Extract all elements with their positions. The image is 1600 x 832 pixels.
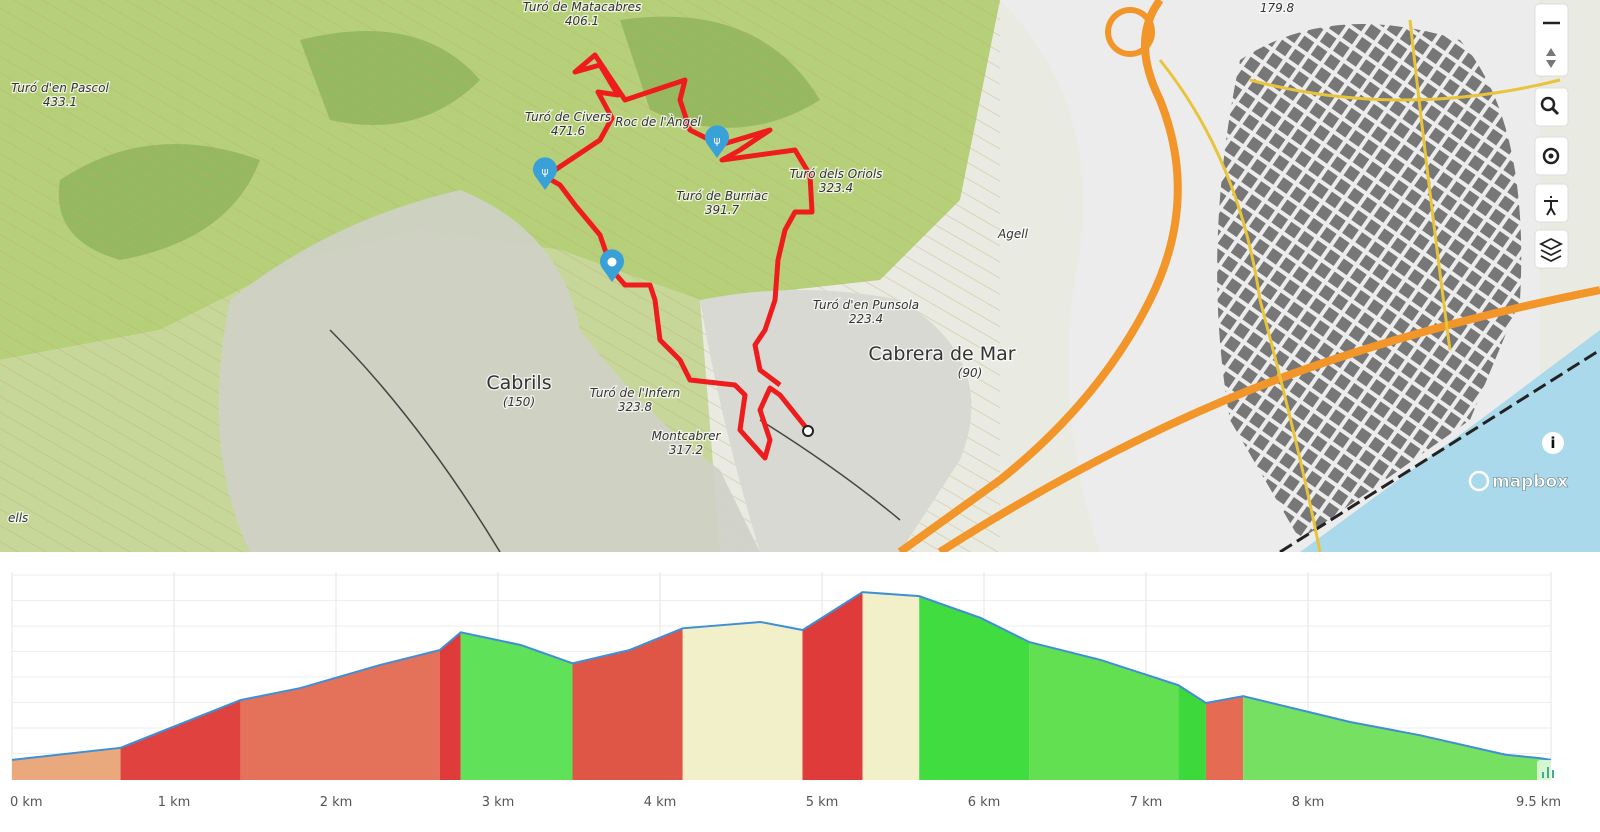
place-label: Agell [997,227,1029,241]
map-controls: i mapbox [1468,3,1569,493]
elevation-label: 391.7 [705,203,740,217]
layers-icon [1538,237,1564,263]
place-label: Roc de l'Àngel [615,114,701,129]
position-marker[interactable] [599,249,624,282]
place-label: Montcabrer [652,429,722,443]
place-label: Turó de Burriac [676,189,768,203]
search-icon [1540,96,1556,112]
gradient-segment [682,621,803,780]
urban-area [218,190,760,552]
x-tick-label: 8 km [1292,795,1325,810]
info-icon: i [1550,434,1555,452]
place-label: Turó de l'Infern [590,386,681,400]
railway [1279,348,1600,552]
elevation-label: (90) [958,366,983,380]
gradient-segment [1205,696,1244,780]
place-label: Turó d'en Punsola [813,298,919,312]
x-tick-label: 7 km [1130,795,1163,810]
elevation-label: 323.4 [819,181,853,195]
gradient-segment [12,747,121,780]
gradient-segment [120,700,241,780]
x-tick-label: 1 km [158,795,191,810]
gradient-segment [460,632,573,780]
place-label: Turó de Matacabres [523,0,642,14]
place-label: Turó de Civers [525,110,611,124]
place-label: Cabrera de Mar [868,343,1015,365]
gradient-segment [862,592,920,780]
place-label: Cabrils [486,372,551,394]
locate-icon [1542,147,1560,165]
x-tick-label: 0 km [10,795,43,810]
road [1158,19,1561,552]
gradient-segment [1029,642,1179,780]
elevation-label: 433.1 [43,95,77,109]
gradient-segment [919,596,1030,780]
poi-marker[interactable]: ψ [533,157,558,190]
place-label: Turó dels Oriols [790,167,883,181]
highway [937,286,1600,552]
locate-icon [1548,153,1554,159]
road [329,329,901,552]
gradient-segment [1178,685,1206,780]
x-tick-label: 9.5 km [1516,795,1561,810]
highway [897,0,1182,552]
compass-icon [1546,48,1556,68]
urban-area [700,290,972,552]
elevation-label: 471.6 [551,124,586,138]
x-tick-label: 4 km [644,795,677,810]
elevation-label: 223.4 [849,312,883,326]
elevation-label: 406.1 [565,14,599,28]
chart-plot: 0 km 1 km 2 km 3 km 4 km 5 km 6 km 7 km 8 km 9.5 … [10,572,1561,810]
marker-icon: ψ [541,165,548,178]
gradient-segment [572,628,683,780]
gradient-segment [802,592,863,780]
gradient-segment [1243,696,1551,780]
start-marker [802,425,814,437]
place-label: ells [8,511,28,525]
route [545,52,815,461]
elevation-label: 323.8 [618,400,653,414]
search-icon [1550,106,1560,116]
elevation-profile: 0 km 1 km 2 km 3 km 4 km 5 km 6 km 7 km 8 km 9.5 … [10,572,1561,810]
city-blocks [1217,24,1522,540]
sea [1300,330,1600,552]
x-tick-label: 5 km [806,795,839,810]
attribution[interactable]: mapbox [1492,472,1569,493]
poi-marker[interactable]: ψ [705,125,729,158]
chart-options-icon [1542,767,1554,778]
marker-icon: ψ [713,134,720,147]
accessibility-icon [1544,196,1558,216]
x-tick-label: 6 km [968,795,1001,810]
info-button[interactable] [1542,432,1564,454]
x-tick-label: 3 km [482,795,515,810]
elevation-label: (150) [503,395,535,409]
gradient-segment [439,632,461,780]
x-tick-label: 2 km [320,795,353,810]
interchange [1105,7,1156,57]
gradient-segment [240,650,440,780]
elevation-label: 179.8 [1260,1,1295,15]
elevation-label: 317.2 [669,443,703,457]
place-label: Turó d'en Pascol [11,81,109,95]
search-button[interactable] [1534,87,1569,127]
mapbox-logo-icon [1468,470,1490,492]
elevation-line [11,591,1552,761]
